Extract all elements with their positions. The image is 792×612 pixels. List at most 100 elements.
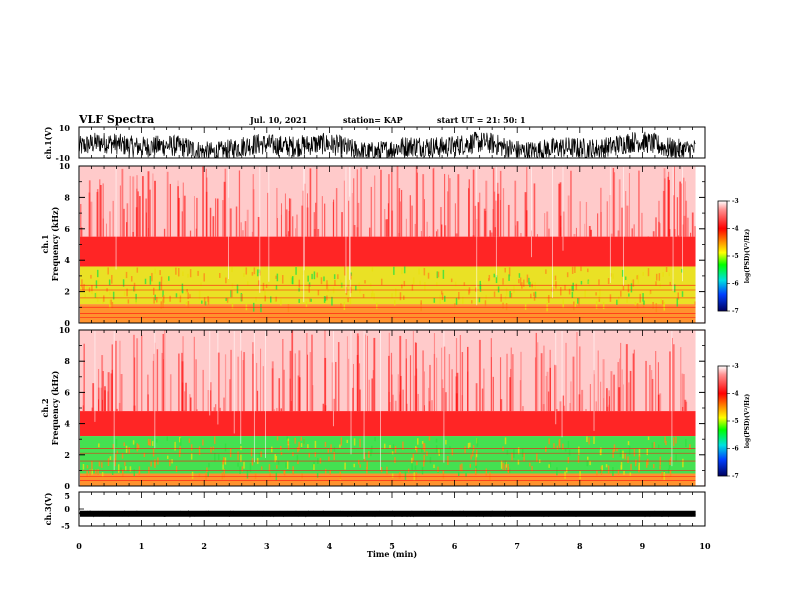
spectrogram-streak [82,392,85,412]
spectrogram-gap [672,167,674,291]
colorbar-tick-label: -3 [732,363,739,370]
y-tick-label: 2 [64,450,70,460]
spectrogram-speckle [368,451,370,458]
spectrogram-speckle [133,469,136,476]
spectrogram-speckle [251,272,254,276]
spectrogram-speckle [595,292,597,296]
spectrogram-streak [655,217,657,237]
spectrogram-speckle [156,438,158,443]
spectrogram-speckle [264,290,266,300]
spectrogram-speckle [95,292,98,299]
spectrogram-speckle [210,446,212,453]
spectrogram-speckle [391,451,394,455]
spectrogram-streak [348,358,350,412]
spectrogram-streak [351,193,353,237]
spectrogram-speckle [129,466,132,472]
spectrogram-speckle [111,471,114,475]
spectrogram-streak [436,357,438,412]
ch1-spectrogram-ylabel-line1: ch.1 [40,234,50,253]
spectrogram-speckle [111,274,113,284]
spectrogram-streak [224,354,227,412]
spectrogram-speckle [83,283,85,292]
spectrogram-streak [346,336,348,412]
spectrogram-streak [332,202,334,237]
spectrogram-speckle [122,279,125,287]
spectrogram-speckle [316,272,319,278]
spectrogram-streak [181,361,184,412]
spectrogram-speckle [519,277,522,286]
spectrogram-speckle [613,444,616,452]
spectrogram-streak [387,203,390,237]
spectrogram-streak [392,394,394,412]
spectrogram-speckle [428,436,431,441]
spectrogram-streak [357,202,360,237]
spectrogram-speckle [438,449,440,456]
spectrogram-streak [415,166,418,237]
ch2-channel-label: ch.2 [40,398,50,417]
spectrogram-streak [475,383,478,412]
spectrogram-speckle [454,281,457,287]
spectrogram-streak [238,170,241,237]
spectrogram-speckle [646,448,649,456]
spectrogram-speckle [359,464,361,468]
spectrogram-speckle [305,301,308,308]
spectrogram-streak [579,201,581,237]
spectrogram-speckle [556,445,559,450]
spectrogram-streak [459,335,461,412]
spectrogram-speckle [658,273,661,281]
spectrogram-speckle [287,441,289,445]
spectrogram-speckle [245,267,248,275]
spectrogram-speckle [586,460,589,467]
spectrogram-speckle [401,268,403,275]
spectrogram-speckle [458,291,460,300]
spectrogram-speckle [476,449,478,454]
spectrogram-streak [398,233,400,237]
spectrogram-speckle [628,293,630,297]
spectrogram-streak [273,409,276,412]
spectrogram-streak [543,345,545,412]
spectrogram-speckle [345,286,348,295]
spectrogram-speckle [316,472,319,478]
spectrogram-speckle [399,471,401,479]
ch3-waveform-trace [78,509,696,518]
spectrogram-streak [92,383,95,412]
spectrogram-speckle [114,458,116,467]
spectrogram-speckle [669,281,672,286]
spectrogram-speckle [612,273,614,279]
spectrogram-streak [384,208,386,237]
spectrogram-speckle [181,283,184,293]
ch1-waveform-ylabel: ch.1(V) [43,126,53,159]
spectrogram-streak [304,183,306,237]
spectrogram-streak [280,408,282,412]
spectrogram-speckle [317,289,320,296]
spectrogram-speckle [275,455,278,461]
spectrogram-streak [181,211,183,237]
spectrogram-streak [455,393,458,412]
spectrogram-speckle [359,288,361,294]
spectrogram-speckle [518,273,521,278]
spectrogram-streak [606,201,608,237]
spectrogram-streak [461,352,464,412]
spectrogram-speckle [81,286,84,291]
spectrogram-streak [307,193,308,237]
spectrogram-streak [141,335,143,412]
colorbar-tick-label: -7 [732,473,739,480]
spectrogram-streak [267,192,269,237]
spectrogram-speckle [344,266,346,276]
spectrogram-speckle [647,458,649,465]
spectrogram-speckle [166,455,169,459]
x-tick-label: 0 [76,541,82,551]
spectrogram-speckle [589,460,591,466]
spectrogram-streak [673,195,675,237]
spectrogram-speckle [224,443,227,452]
spectrogram-speckle [125,466,127,471]
spectrogram-speckle [421,441,424,445]
spectrogram-streak [456,372,459,412]
spectrogram-streak [516,221,519,237]
spectrogram-streak [368,227,371,237]
spectrogram-speckle [560,287,562,296]
spectrogram-streak [356,354,359,412]
spectrogram-speckle [198,446,201,456]
spectrogram-streak [120,373,123,412]
